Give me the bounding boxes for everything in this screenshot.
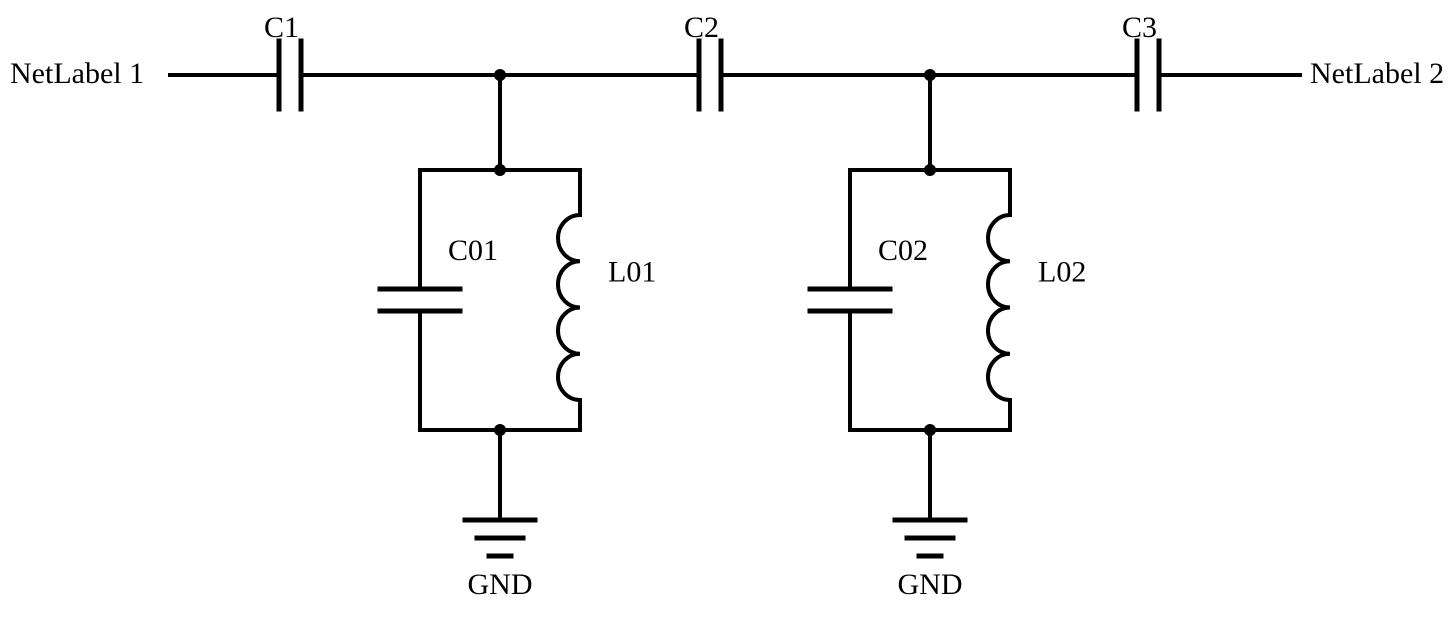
net-label-right: NetLabel 2 [1310,57,1444,90]
capacitor-label-c2: C2 [684,11,719,44]
inductor-label-l01: L01 [608,255,656,288]
capacitor-label-c1: C1 [264,11,299,44]
net-label-left: NetLabel 1 [10,57,144,90]
inductor-label-l02: L02 [1038,255,1086,288]
circuit-schematic: NetLabel 1 NetLabel 2 C1 C2 C3 C01 L01 GND C02 L0… [0,0,1453,639]
background [0,0,1453,639]
ground-label: GND [898,568,963,601]
capacitor-label-c02: C02 [878,234,928,267]
capacitor-label-c01: C01 [448,234,498,267]
capacitor-label-c3: C3 [1122,11,1157,44]
ground-label: GND [468,568,533,601]
